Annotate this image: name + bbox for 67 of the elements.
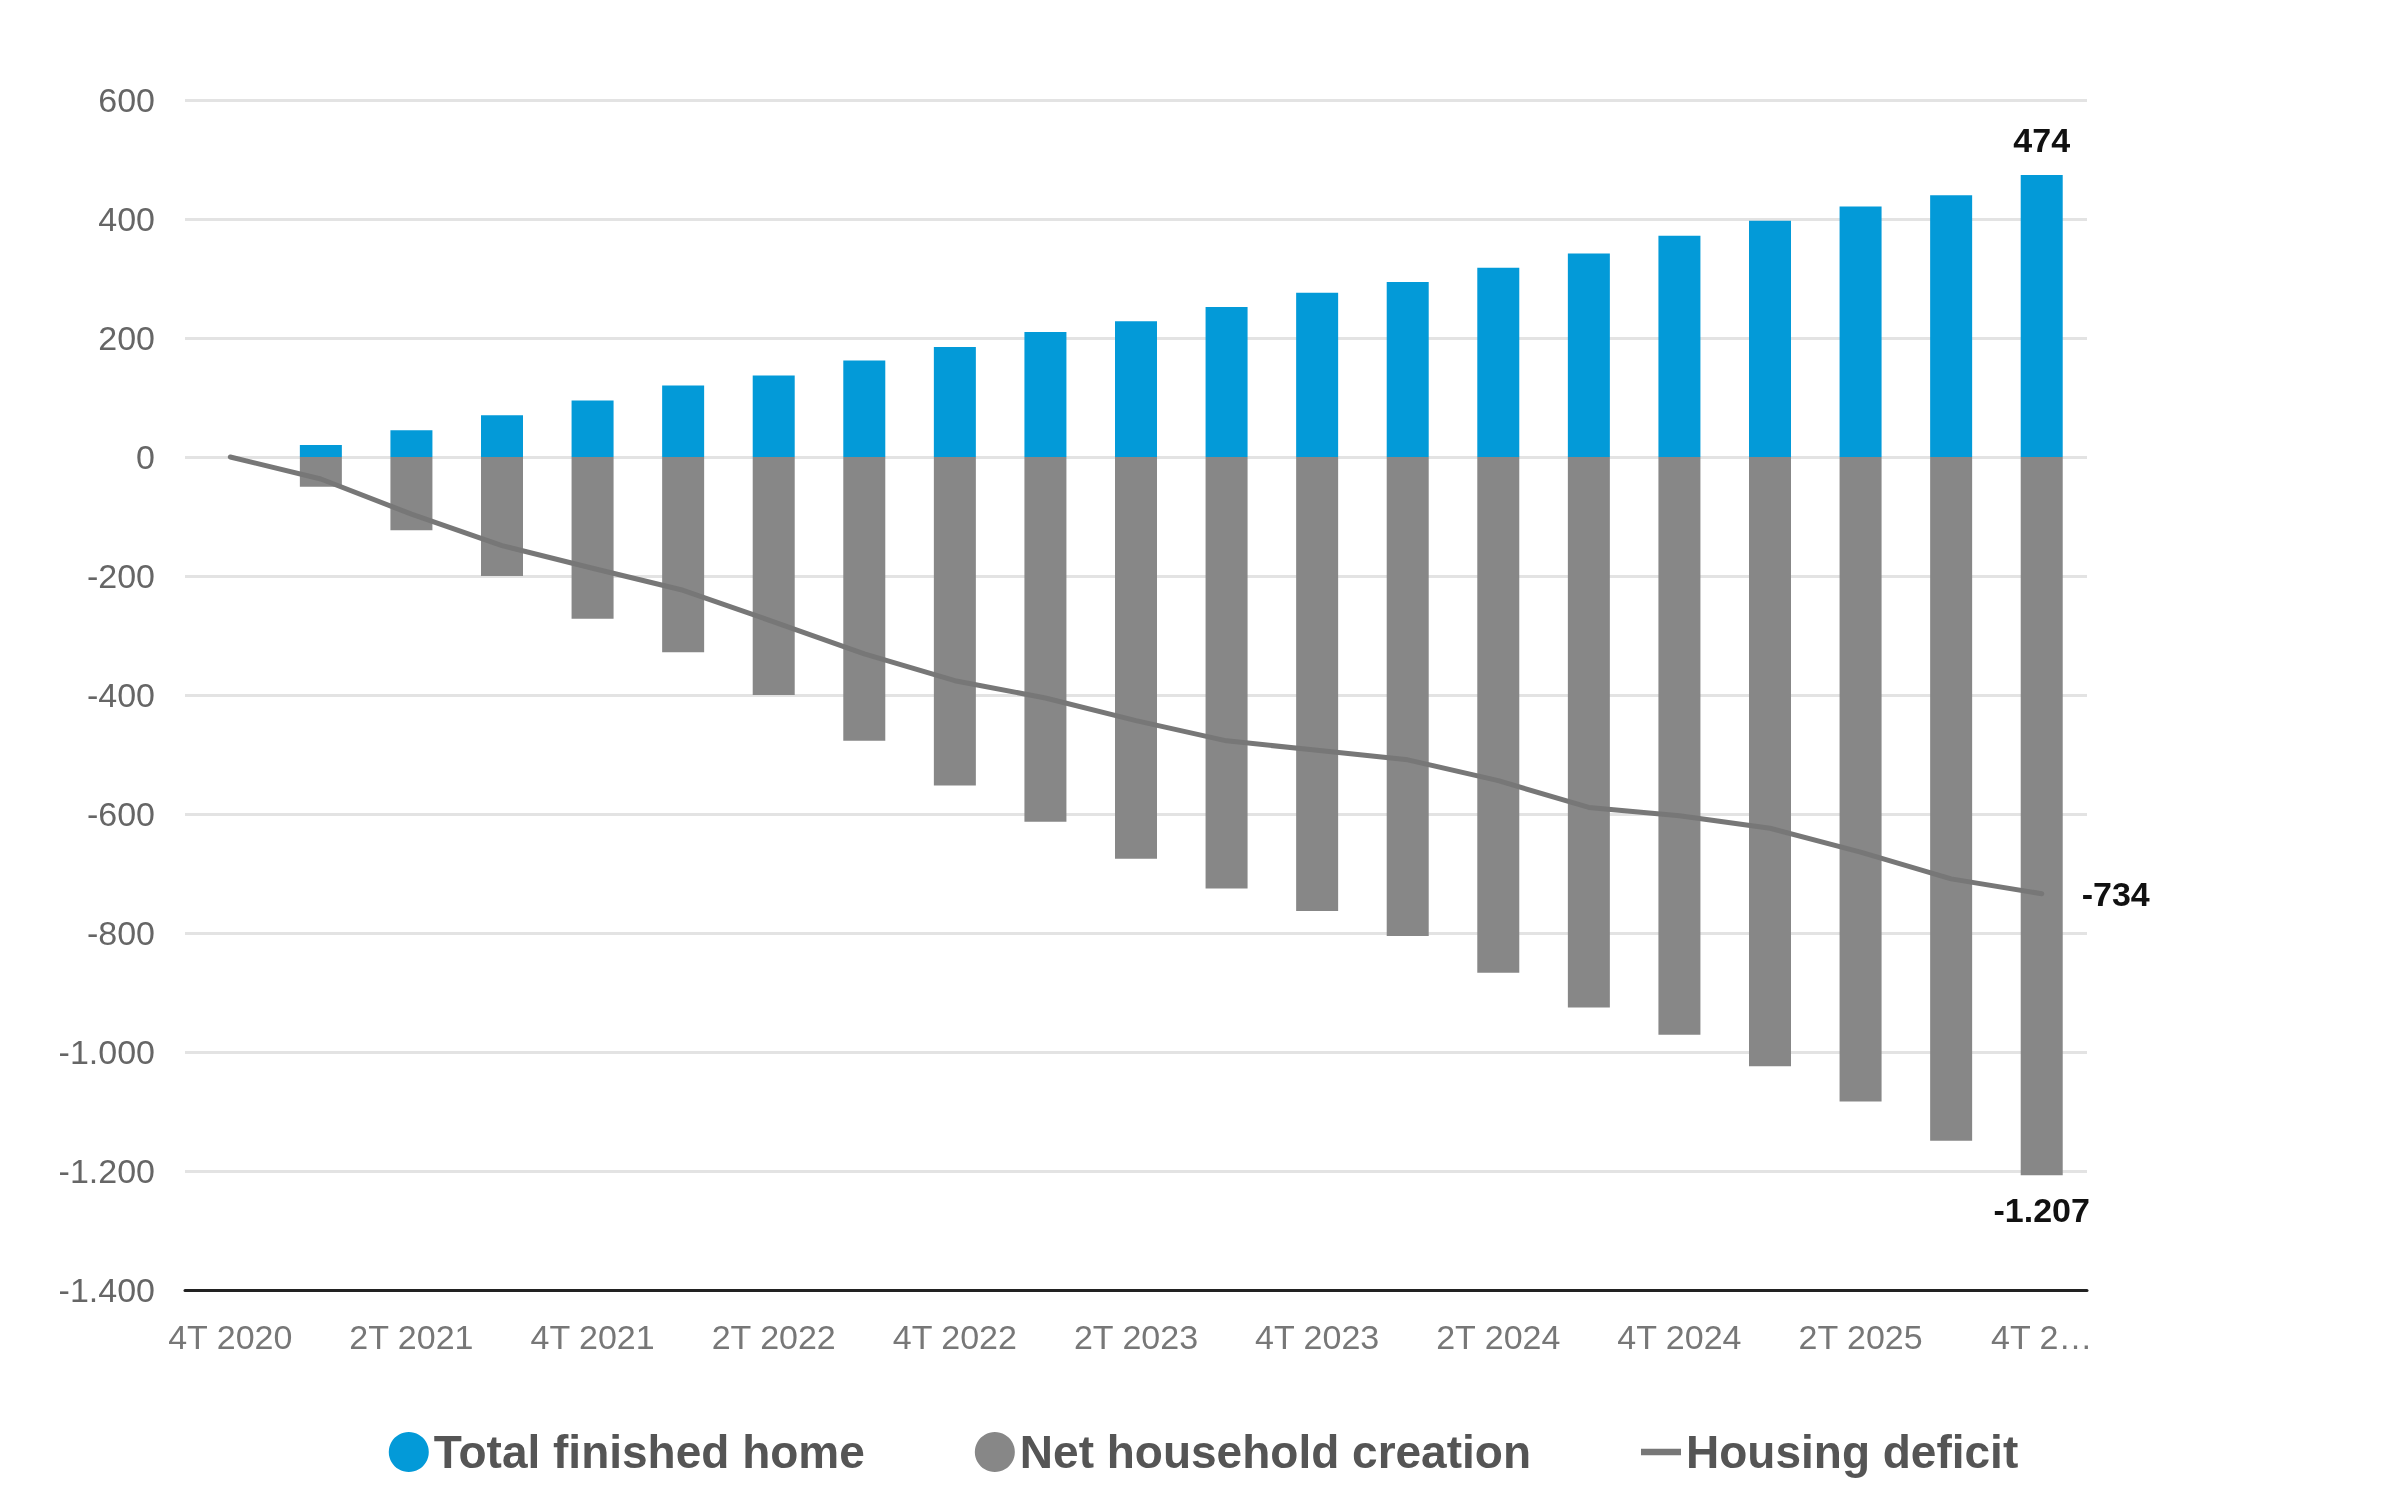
y-tick-label: 600 [98, 81, 155, 119]
data-label: -1.207 [1993, 1191, 2090, 1230]
y-tick-label: -200 [86, 557, 155, 595]
x-tick-label: 4T 2020 [168, 1318, 293, 1356]
x-tick-label: 4T 2023 [1255, 1318, 1380, 1356]
bar [299, 445, 342, 457]
bar [843, 457, 886, 741]
bar [1477, 267, 1520, 457]
bar [1386, 457, 1429, 936]
legend-label: Housing deficit [1686, 1426, 2019, 1478]
bar [1024, 457, 1067, 822]
y-tick-label: -1.200 [58, 1152, 155, 1190]
legend-label: Total finished home [433, 1426, 865, 1478]
bar [1839, 457, 1882, 1102]
bar [1658, 235, 1701, 457]
x-tick-label: 2T 2025 [1798, 1318, 1923, 1356]
data-label: -734 [2081, 874, 2150, 913]
bar [1115, 321, 1157, 457]
bar [1839, 206, 1882, 457]
x-tick-label: 2T 2023 [1073, 1318, 1199, 1356]
y-tick-label: -800 [86, 914, 155, 952]
bar [752, 457, 795, 695]
data-label: 474 [2013, 120, 2071, 159]
bar [571, 400, 614, 457]
bar [1477, 457, 1520, 973]
y-tick-label: -1.400 [58, 1271, 155, 1309]
bar [481, 457, 523, 576]
bar [1024, 332, 1067, 457]
x-tick-label: 4T 2… [1991, 1318, 2093, 1356]
y-tick-label: 200 [98, 319, 155, 357]
x-tick-label: 4T 2022 [892, 1318, 1017, 1356]
y-tick-label: 0 [136, 438, 155, 476]
bar [2020, 174, 2063, 457]
bar [481, 415, 523, 457]
bar [1567, 457, 1610, 1008]
x-tick-label: 2T 2024 [1436, 1318, 1561, 1356]
y-tick-label: -400 [86, 676, 155, 714]
x-tick-label: 4T 2024 [1617, 1318, 1742, 1356]
bar [390, 430, 433, 457]
bar [1749, 220, 1791, 457]
bar [1386, 282, 1429, 457]
bar [1930, 457, 1973, 1141]
bar [1296, 457, 1339, 911]
bar [1296, 292, 1339, 457]
bar [843, 360, 886, 457]
legend-label: Net household creation [1019, 1426, 1531, 1478]
bar [662, 457, 705, 653]
bar [571, 457, 614, 619]
bar [1658, 457, 1701, 1035]
bar [933, 457, 976, 786]
bar [1567, 253, 1610, 457]
bar [1205, 457, 1248, 889]
bar [1115, 457, 1157, 859]
bar [2020, 457, 2063, 1176]
bar [662, 385, 705, 457]
y-tick-label: -1.000 [58, 1033, 155, 1071]
y-tick-label: -600 [86, 795, 155, 833]
bar [390, 457, 433, 531]
bar [1205, 307, 1248, 457]
x-tick-label: 4T 2021 [530, 1318, 655, 1356]
bar [1930, 195, 1973, 457]
x-tick-label: 2T 2021 [349, 1318, 474, 1356]
bar [933, 346, 976, 457]
bar [752, 375, 795, 457]
x-tick-label: 2T 2022 [711, 1318, 836, 1356]
bar [1749, 457, 1791, 1067]
y-tick-label: 400 [98, 200, 155, 238]
